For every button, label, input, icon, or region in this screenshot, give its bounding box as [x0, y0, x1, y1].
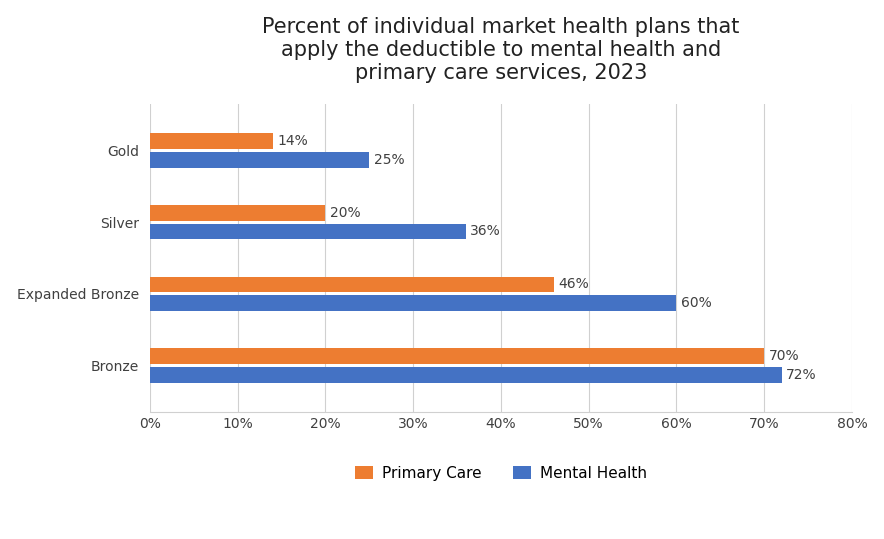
Bar [150, 134, 273, 149]
Text: 36%: 36% [470, 224, 501, 238]
Bar [150, 367, 781, 383]
Text: 25%: 25% [374, 153, 404, 167]
Text: 72%: 72% [786, 368, 817, 382]
Bar [150, 152, 370, 168]
Text: 20%: 20% [330, 206, 361, 220]
Text: 14%: 14% [278, 134, 308, 148]
Bar [150, 348, 764, 364]
Title: Percent of individual market health plans that
apply the deductible to mental he: Percent of individual market health plan… [263, 17, 740, 83]
Bar [150, 224, 466, 239]
Text: 60%: 60% [681, 296, 712, 310]
Legend: Primary Care, Mental Health: Primary Care, Mental Health [348, 460, 653, 487]
Bar [150, 295, 676, 311]
Text: 70%: 70% [768, 349, 799, 363]
Text: 46%: 46% [558, 278, 589, 292]
Bar [150, 205, 325, 221]
Bar [150, 277, 553, 292]
